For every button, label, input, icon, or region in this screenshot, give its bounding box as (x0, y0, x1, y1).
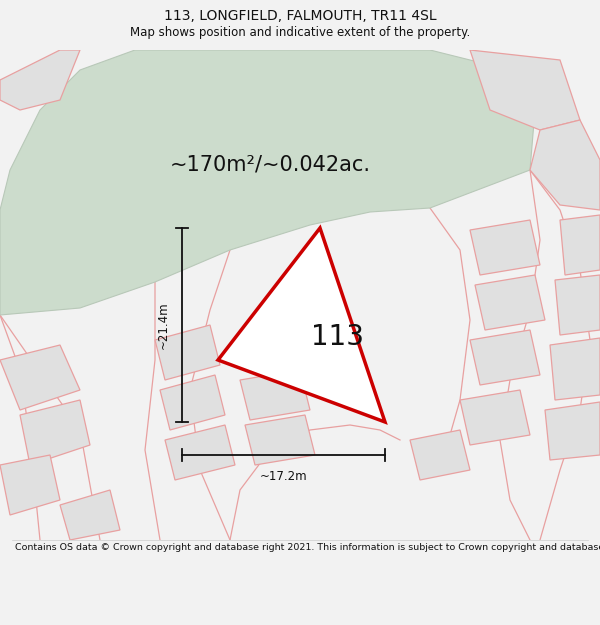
Polygon shape (460, 390, 530, 445)
Polygon shape (20, 400, 90, 465)
Polygon shape (245, 415, 315, 465)
Text: 113: 113 (311, 322, 364, 351)
Text: Map shows position and indicative extent of the property.: Map shows position and indicative extent… (130, 26, 470, 39)
Polygon shape (240, 370, 310, 420)
Text: ~170m²/~0.042ac.: ~170m²/~0.042ac. (170, 155, 371, 175)
Polygon shape (410, 430, 470, 480)
Polygon shape (530, 120, 600, 210)
Polygon shape (60, 490, 120, 540)
Polygon shape (165, 425, 235, 480)
Polygon shape (160, 375, 225, 430)
Polygon shape (560, 215, 600, 275)
Polygon shape (550, 338, 600, 400)
Text: 113, LONGFIELD, FALMOUTH, TR11 4SL: 113, LONGFIELD, FALMOUTH, TR11 4SL (164, 9, 436, 22)
Polygon shape (470, 50, 580, 130)
Polygon shape (545, 402, 600, 460)
Polygon shape (0, 455, 60, 515)
Polygon shape (155, 325, 220, 380)
Polygon shape (0, 345, 80, 410)
Polygon shape (470, 330, 540, 385)
Polygon shape (218, 228, 385, 422)
Text: ~21.4m: ~21.4m (157, 301, 170, 349)
Text: ~17.2m: ~17.2m (260, 470, 307, 483)
Text: Contains OS data © Crown copyright and database right 2021. This information is : Contains OS data © Crown copyright and d… (15, 543, 600, 552)
Polygon shape (0, 50, 535, 315)
Polygon shape (475, 275, 545, 330)
Polygon shape (470, 220, 540, 275)
Polygon shape (555, 275, 600, 335)
Polygon shape (0, 50, 80, 110)
